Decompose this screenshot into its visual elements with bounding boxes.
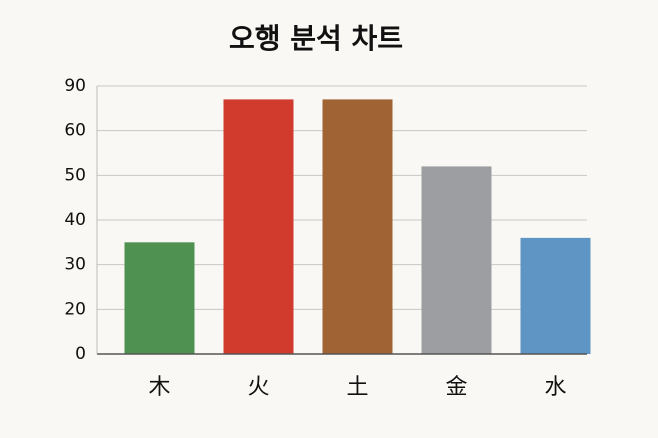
y-tick-label: 20 [64,299,86,319]
x-tick-label: 木 [148,375,170,400]
y-tick-label: 60 [64,121,86,141]
bar [124,242,195,354]
y-tick-label: 30 [64,255,86,275]
x-tick-label: 金 [445,375,467,400]
bar [421,166,492,354]
y-tick-label: 90 [64,76,86,96]
x-tick-label: 水 [544,375,566,400]
x-tick-label: 土 [346,375,368,400]
bar [322,99,393,355]
bar [520,237,591,354]
y-tick-label: 0 [75,344,86,364]
y-tick-label: 50 [64,165,86,185]
chart-title: 오행 분석 차트 [229,22,403,55]
y-tick-label: 40 [64,210,86,230]
bar [223,99,294,355]
x-tick-label: 火 [247,375,269,400]
